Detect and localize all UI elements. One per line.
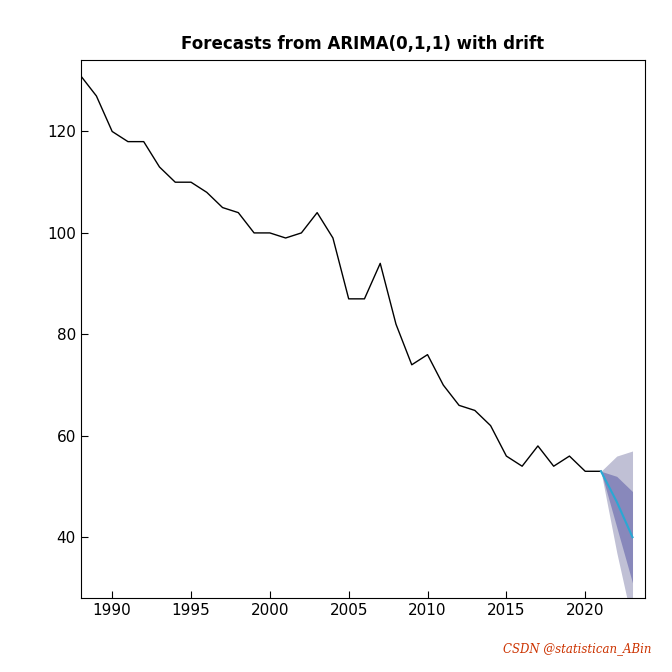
Text: CSDN @statistican_ABin: CSDN @statistican_ABin [503,642,652,655]
Title: Forecasts from ARIMA(0,1,1) with drift: Forecasts from ARIMA(0,1,1) with drift [181,36,544,53]
